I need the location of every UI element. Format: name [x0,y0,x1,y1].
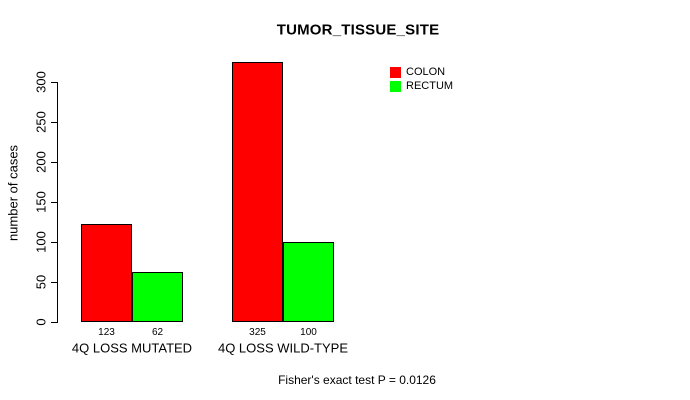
footnote-fisher-test: Fisher's exact test P = 0.0126 [278,373,436,387]
bar-value-label: 325 [249,327,266,338]
y-tick-label: 250 [33,111,49,133]
legend-label: RECTUM [406,80,454,92]
y-tick-label: 100 [33,231,49,253]
category-label: 4Q LOSS MUTATED [71,340,193,356]
y-tick-mark [51,122,58,123]
y-tick-label: 150 [33,191,49,213]
y-tick-mark [51,82,58,83]
bar-value-label: 100 [300,327,317,338]
legend: COLON RECTUM [390,67,453,95]
legend-item-colon: COLON [390,67,453,78]
y-tick-label: 50 [33,274,49,290]
legend-item-rectum: RECTUM [390,81,453,92]
legend-swatch-rectum [390,81,401,92]
bar-rectum-group1 [132,272,183,322]
legend-label: COLON [406,66,446,78]
legend-swatch-colon [390,67,401,78]
category-label: 4Q LOSS WILD-TYPE [217,340,349,356]
bar-colon-group1 [81,224,132,322]
y-tick-mark [51,322,58,323]
y-tick-mark [51,242,58,243]
y-tick-label: 0 [33,318,49,326]
y-tick-mark [51,282,58,283]
bar-colon-group2 [232,62,283,322]
y-tick-mark [51,162,58,163]
bar-value-label: 62 [151,327,164,338]
y-tick-label: 200 [33,151,49,173]
y-axis-label: number of cases [5,144,21,242]
chart-title: TUMOR_TISSUE_SITE [276,21,440,39]
bar-rectum-group2 [283,242,334,322]
bar-value-label: 123 [98,327,115,338]
y-tick-mark [51,202,58,203]
y-tick-label: 300 [33,71,49,93]
